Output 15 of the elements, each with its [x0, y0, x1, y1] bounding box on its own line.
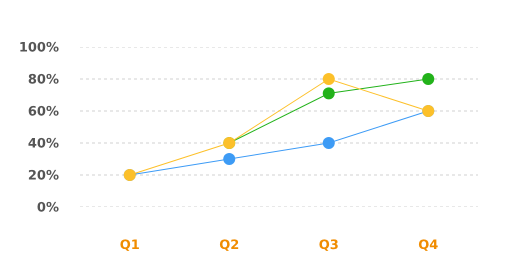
y-tick-label: 80%	[28, 72, 59, 88]
y-tick-label: 40%	[28, 136, 59, 152]
point	[322, 87, 335, 100]
y-tick-label: 100%	[18, 40, 59, 56]
point	[322, 137, 335, 149]
y-tick-label: 20%	[28, 168, 59, 184]
x-tick-label: Q2	[219, 238, 240, 253]
point	[223, 153, 236, 165]
y-tick-label: 0%	[36, 200, 59, 216]
point	[422, 73, 434, 85]
point	[322, 73, 335, 85]
y-tick-label: 60%	[28, 104, 59, 120]
x-tick-label: Q1	[120, 238, 140, 253]
x-tick-label: Q3	[318, 238, 339, 253]
x-tick-label: Q4	[418, 238, 438, 253]
